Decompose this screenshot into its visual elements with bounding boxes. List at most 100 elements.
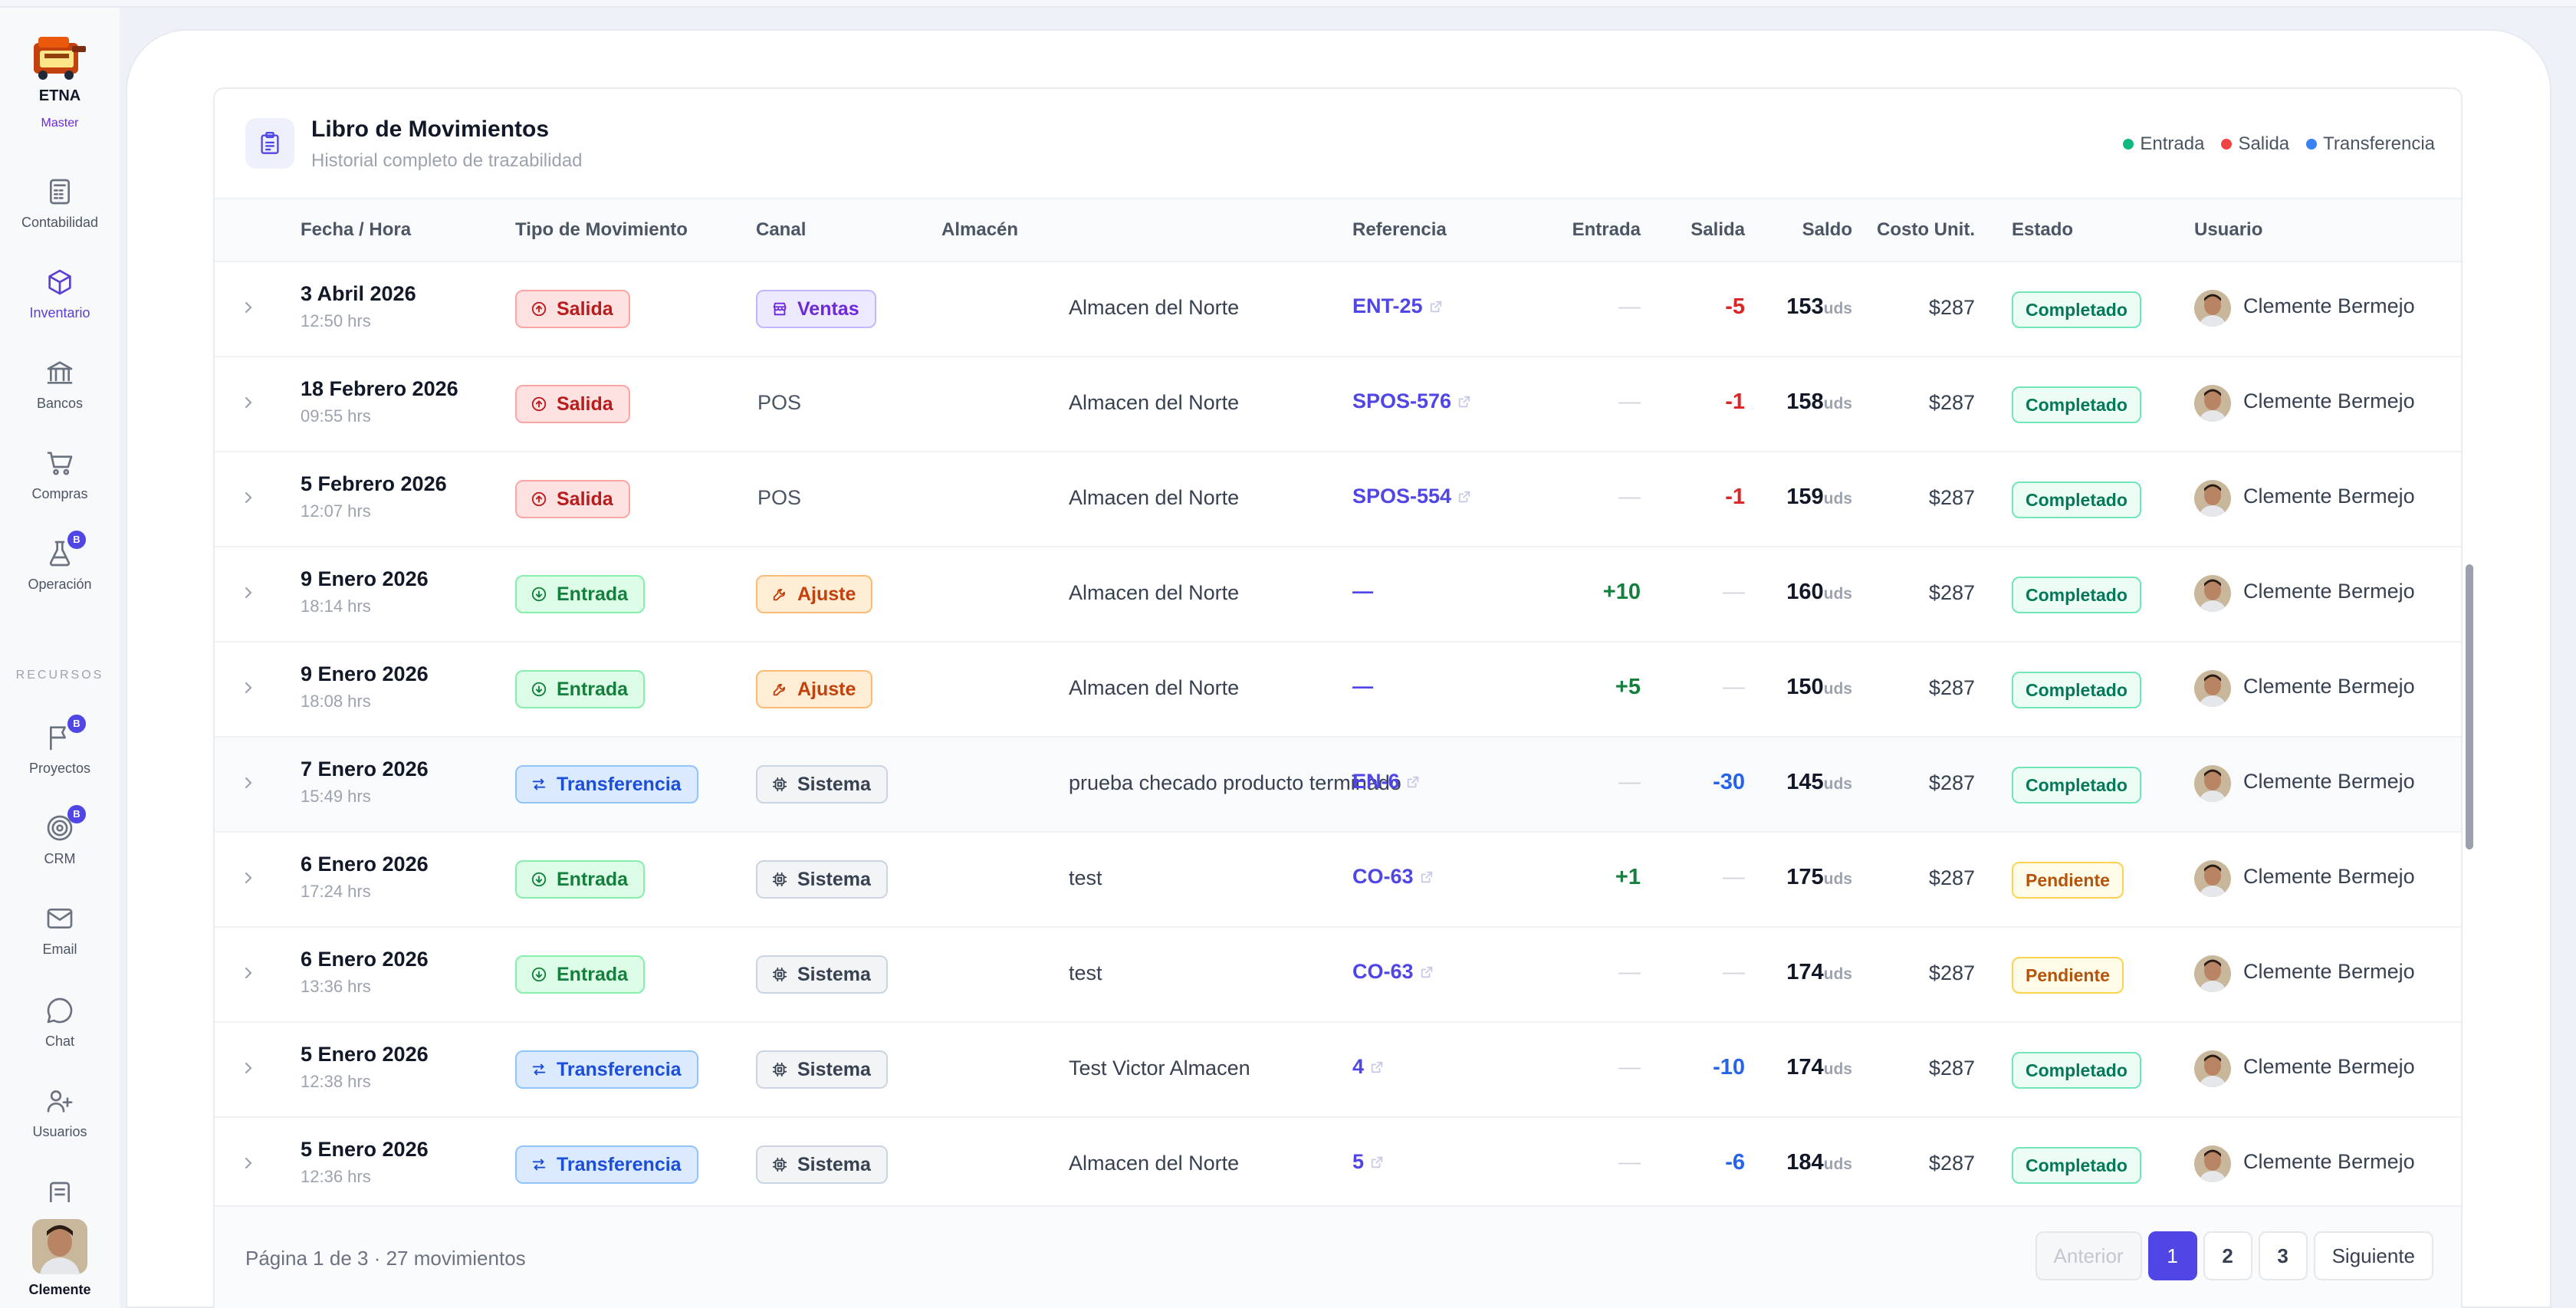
- sidebar-item-usuarios[interactable]: Usuarios: [0, 1086, 120, 1162]
- table-row[interactable]: 18 Febrero 2026 09:55 hrs Salida POS Almacen…: [215, 357, 2461, 452]
- col-canal[interactable]: Canal: [756, 219, 807, 240]
- table-row[interactable]: 6 Enero 2026 17:24 hrs Entrada Sistema test C…: [215, 833, 2461, 928]
- prev-page-button[interactable]: Anterior: [2035, 1231, 2142, 1280]
- sidebar-item-label: Inventario: [29, 305, 90, 320]
- scrollbar[interactable]: [2464, 87, 2473, 1308]
- expand-chevron-icon[interactable]: [241, 1057, 256, 1080]
- table-row[interactable]: 5 Febrero 2026 12:07 hrs Salida POS Almacen …: [215, 452, 2461, 547]
- page-button-3[interactable]: 3: [2258, 1231, 2308, 1280]
- window-top-bar: [0, 0, 2576, 8]
- col-usuario[interactable]: Usuario: [2194, 219, 2263, 240]
- sidebar-item-crm[interactable]: B CRM: [0, 805, 120, 889]
- reference-link[interactable]: EN-6: [1352, 770, 1420, 794]
- row-entrada: +10: [1602, 580, 1641, 604]
- next-page-button[interactable]: Siguiente: [2313, 1231, 2433, 1280]
- status-badge: Pendiente: [2012, 862, 2124, 899]
- row-date: 9 Enero 2026: [301, 662, 429, 685]
- status-badge: Completado: [2012, 672, 2141, 708]
- sidebar: ETNA Master Contabilidad Inventario Bancos…: [0, 8, 120, 1308]
- expand-chevron-icon[interactable]: [241, 961, 256, 984]
- row-cost: $287: [1928, 296, 1975, 319]
- saldo-unit: uds: [1823, 1060, 1852, 1078]
- etna-logo[interactable]: [29, 29, 90, 83]
- row-time: 17:24 hrs: [301, 882, 371, 901]
- reference-link[interactable]: SPOS-576: [1352, 389, 1471, 413]
- reference-text: CO-63: [1352, 865, 1414, 888]
- status-badge: Completado: [2012, 481, 2141, 518]
- user-avatar: [2194, 765, 2231, 802]
- reference-link[interactable]: 4: [1352, 1055, 1384, 1079]
- col-fecha[interactable]: Fecha / Hora: [301, 219, 412, 240]
- col-costo-unit[interactable]: Costo Unit.: [1877, 219, 1975, 240]
- reference-text: —: [1352, 675, 1373, 698]
- expand-chevron-icon[interactable]: [241, 391, 256, 414]
- table-row[interactable]: 6 Enero 2026 13:36 hrs Entrada Sistema test C…: [215, 928, 2461, 1023]
- expand-chevron-icon[interactable]: [241, 486, 256, 509]
- reference-link[interactable]: CO-63: [1352, 960, 1434, 984]
- table-row[interactable]: 9 Enero 2026 18:14 hrs Entrada Ajuste Almace…: [215, 547, 2461, 642]
- user-avatar: [2194, 1145, 2231, 1182]
- user-avatar[interactable]: [32, 1219, 87, 1274]
- row-entrada: —: [1618, 485, 1641, 509]
- sidebar-item-email[interactable]: Email: [0, 903, 120, 980]
- sidebar-item-proyectos[interactable]: B Proyectos: [0, 715, 120, 799]
- table-row[interactable]: 7 Enero 2026 15:49 hrs Transferencia Sistem…: [215, 738, 2461, 833]
- reference-link[interactable]: CO-63: [1352, 865, 1434, 889]
- legend-item-transferencia: Transferencia: [2306, 133, 2435, 155]
- movement-type-label: Transferencia: [557, 773, 682, 795]
- flask-icon: [44, 538, 75, 569]
- expand-chevron-icon[interactable]: [241, 676, 256, 699]
- legend-dot-icon: [2221, 139, 2233, 150]
- saldo-unit: uds: [1823, 680, 1852, 698]
- table-row[interactable]: 5 Enero 2026 12:36 hrs Transferencia Sistem…: [215, 1118, 2461, 1213]
- status-badge: Completado: [2012, 386, 2141, 423]
- expand-chevron-icon[interactable]: [241, 866, 256, 889]
- user-avatar: [2194, 955, 2231, 992]
- saldo-unit: uds: [1823, 1155, 1852, 1173]
- col-saldo[interactable]: Saldo: [1802, 219, 1852, 240]
- page-button-2[interactable]: 2: [2203, 1231, 2252, 1280]
- row-entrada: —: [1618, 294, 1641, 319]
- sidebar-item-operacion[interactable]: B Operación: [0, 531, 120, 615]
- expand-chevron-icon[interactable]: [241, 771, 256, 794]
- reference-link[interactable]: 5: [1352, 1150, 1384, 1174]
- sidebar-item-inventario[interactable]: Inventario: [0, 267, 120, 343]
- sidebar-item-compras[interactable]: Compras: [0, 448, 120, 524]
- row-salida: —: [1723, 865, 1745, 889]
- reference-link[interactable]: SPOS-554: [1352, 485, 1471, 508]
- sidebar-item-label: Compras: [31, 486, 88, 501]
- status-badge: Pendiente: [2012, 957, 2124, 994]
- row-time: 12:38 hrs: [301, 1072, 371, 1091]
- movement-type-badge: Salida: [515, 290, 630, 328]
- sidebar-item-bancos[interactable]: Bancos: [0, 357, 120, 434]
- table-row[interactable]: 9 Enero 2026 18:08 hrs Entrada Ajuste Almace…: [215, 642, 2461, 738]
- arrow-up-circle-icon: [531, 301, 547, 317]
- sidebar-item-chat[interactable]: Chat: [0, 995, 120, 1072]
- expand-chevron-icon[interactable]: [241, 296, 256, 319]
- table-row[interactable]: 3 Abril 2026 12:50 hrs Salida Ventas Almacen…: [215, 262, 2461, 357]
- table-row[interactable]: 5 Enero 2026 12:38 hrs Transferencia Sistem…: [215, 1023, 2461, 1118]
- col-estado[interactable]: Estado: [2012, 219, 2074, 240]
- scrollbar-thumb[interactable]: [2466, 564, 2473, 850]
- row-time: 09:55 hrs: [301, 406, 371, 426]
- row-saldo: 150uds: [1745, 675, 1852, 700]
- row-entrada: —: [1618, 389, 1641, 414]
- expand-chevron-icon[interactable]: [241, 1152, 256, 1175]
- col-referencia[interactable]: Referencia: [1352, 219, 1447, 240]
- col-almacen[interactable]: Almacén: [941, 219, 1019, 240]
- channel-text: POS: [757, 486, 802, 509]
- saldo-value: 145: [1786, 770, 1824, 794]
- channel-badge: Ajuste: [756, 575, 873, 613]
- row-cost: $287: [1928, 391, 1975, 414]
- sidebar-item-contabilidad[interactable]: Contabilidad: [0, 176, 120, 253]
- col-tipo[interactable]: Tipo de Movimiento: [515, 219, 688, 240]
- row-salida: -10: [1713, 1055, 1745, 1080]
- col-entrada[interactable]: Entrada: [1572, 219, 1641, 240]
- channel-badge: Sistema: [756, 860, 888, 899]
- movement-type-badge: Entrada: [515, 860, 646, 899]
- reference-link[interactable]: ENT-25: [1352, 294, 1443, 318]
- expand-chevron-icon[interactable]: [241, 581, 256, 604]
- page-button-1[interactable]: 1: [2147, 1231, 2197, 1280]
- col-salida[interactable]: Salida: [1691, 219, 1745, 240]
- more-nav-item[interactable]: [0, 1179, 120, 1202]
